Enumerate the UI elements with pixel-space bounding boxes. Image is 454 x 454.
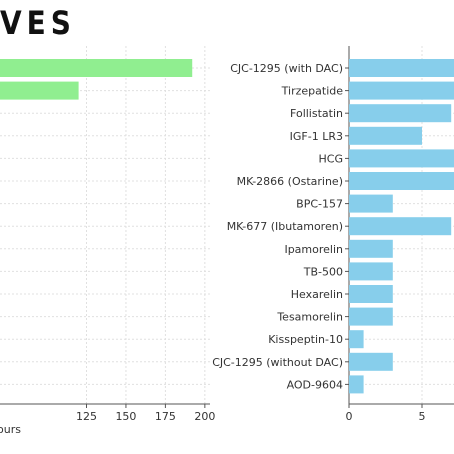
- bar: [349, 375, 364, 394]
- y-tick-label: Follistatin: [290, 107, 343, 120]
- bar: [349, 285, 393, 303]
- bar: [349, 262, 393, 281]
- y-tick-label: CJC-1295 (without DAC): [212, 356, 343, 369]
- y-tick-label: MK-677 (Ibutamoren): [227, 220, 343, 233]
- bar: [349, 149, 454, 168]
- y-tick-label: HCG: [319, 152, 343, 165]
- bar: [349, 104, 452, 123]
- y-tick-label: IGF-1 LR3: [290, 130, 343, 143]
- chart-title-fragment: VES: [0, 4, 76, 42]
- left-chart: 125 150 175 200 ours: [0, 46, 215, 436]
- bar: [0, 81, 79, 100]
- bar: [349, 59, 454, 77]
- bar: [349, 81, 454, 100]
- bar: [349, 307, 393, 326]
- x-tick-label: 175: [155, 410, 176, 423]
- y-tick-label: Kisspeptin-10: [268, 333, 343, 346]
- y-tick-label: MK-2866 (Ostarine): [237, 175, 343, 188]
- y-tick-label: Tirzepatide: [281, 85, 344, 98]
- bar: [349, 217, 452, 236]
- y-tick-label: AOD-9604: [287, 378, 343, 391]
- x-tick-label: 200: [194, 410, 215, 423]
- bar: [349, 239, 393, 258]
- bar: [349, 172, 454, 190]
- right-chart: 0 5 CJC-1295 (with DAC) Tirzepatide Follista…: [212, 46, 454, 423]
- x-tick-label: 0: [346, 410, 353, 423]
- bar: [349, 194, 393, 213]
- x-axis-label: ours: [0, 423, 21, 436]
- bar: [349, 352, 393, 371]
- x-tick-label: 5: [419, 410, 426, 423]
- y-tick-label: CJC-1295 (with DAC): [230, 62, 343, 75]
- y-tick-label: Hexarelin: [291, 288, 343, 301]
- x-tick-label: 150: [115, 410, 136, 423]
- x-tick-label: 125: [76, 410, 97, 423]
- y-tick-label: Ipamorelin: [284, 243, 343, 256]
- y-tick-label: TB-500: [303, 265, 343, 278]
- bar: [349, 330, 364, 349]
- bar: [0, 59, 193, 77]
- y-tick-label: Tesamorelin: [276, 311, 343, 324]
- y-tick-label: BPC-157: [296, 198, 343, 211]
- bar: [349, 126, 422, 145]
